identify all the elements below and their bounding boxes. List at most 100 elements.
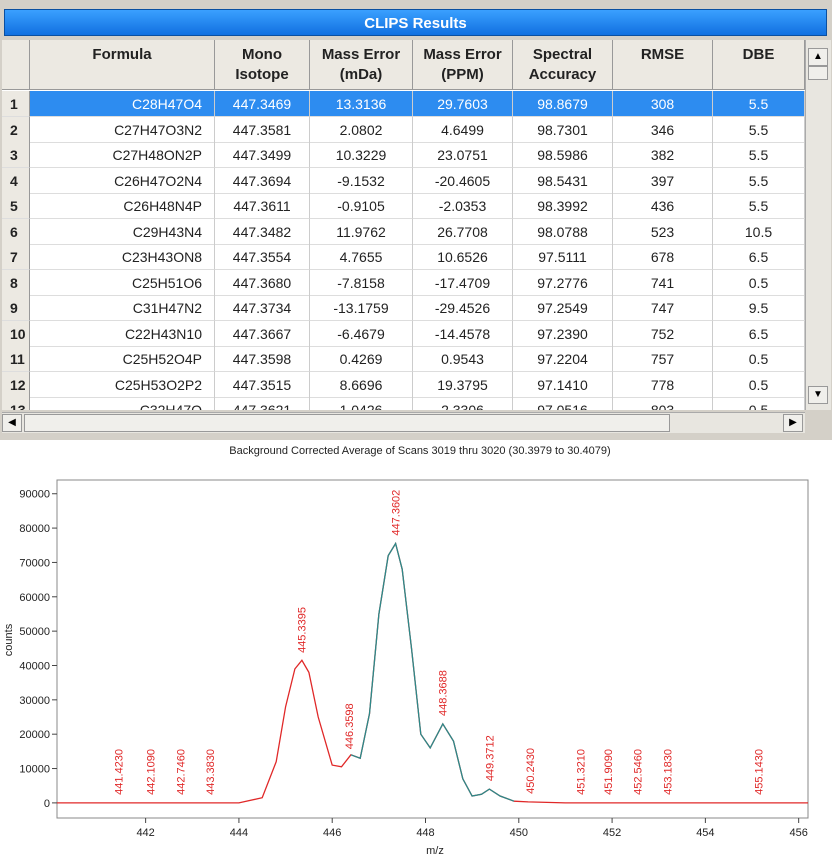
table-cell[interactable]: 6.5 (713, 244, 805, 270)
table-cell[interactable]: C32H47O (30, 397, 215, 410)
table-cell[interactable]: 447.3499 (215, 142, 310, 168)
table-cell[interactable]: 0.4269 (310, 346, 413, 372)
table-cell[interactable]: 13.3136 (310, 91, 413, 117)
table-cell[interactable]: 447.3469 (215, 91, 310, 117)
table-cell[interactable]: 447.3611 (215, 193, 310, 219)
table-cell[interactable]: C22H43N10 (30, 320, 215, 347)
table-cell[interactable]: 5.5 (713, 91, 805, 117)
table-cell[interactable]: 98.8679 (513, 91, 613, 117)
table-cell[interactable]: 23.0751 (413, 142, 513, 168)
table-cell[interactable]: 2.0802 (310, 116, 413, 143)
scroll-thumb-h[interactable] (24, 414, 670, 432)
table-cell[interactable]: 741 (613, 269, 713, 296)
row-number[interactable]: 7 (2, 244, 30, 270)
table-cell[interactable]: 98.5431 (513, 167, 613, 194)
row-number[interactable]: 2 (2, 116, 30, 143)
table-cell[interactable]: 678 (613, 244, 713, 270)
table-cell[interactable]: 757 (613, 346, 713, 372)
table-cell[interactable]: C26H48N4P (30, 193, 215, 219)
table-cell[interactable]: 2.3306 (413, 397, 513, 410)
table-cell[interactable]: 97.5111 (513, 244, 613, 270)
row-number[interactable]: 11 (2, 346, 30, 372)
table-cell[interactable]: -6.4679 (310, 320, 413, 347)
table-cell[interactable]: 98.0788 (513, 218, 613, 245)
scroll-down[interactable]: ▼ (808, 386, 828, 404)
table-cell[interactable]: 4.7655 (310, 244, 413, 270)
row-number[interactable]: 1 (2, 91, 30, 117)
row-number[interactable]: 3 (2, 142, 30, 168)
row-number[interactable]: 10 (2, 320, 30, 347)
table-cell[interactable]: C31H47N2 (30, 295, 215, 321)
table-cell[interactable]: 447.3482 (215, 218, 310, 245)
table-cell[interactable]: 0.5 (713, 371, 805, 398)
table-cell[interactable]: 436 (613, 193, 713, 219)
table-cell[interactable]: C25H52O4P (30, 346, 215, 372)
table-cell[interactable]: 97.2204 (513, 346, 613, 372)
table-cell[interactable]: 9.5 (713, 295, 805, 321)
table-cell[interactable]: 447.3734 (215, 295, 310, 321)
table-cell[interactable]: 19.3795 (413, 371, 513, 398)
table-cell[interactable]: 447.3554 (215, 244, 310, 270)
horizontal-scrollbar[interactable]: ◀ ▶ (2, 412, 805, 433)
table-cell[interactable]: C26H47O2N4 (30, 167, 215, 194)
table-cell[interactable]: 98.3992 (513, 193, 613, 219)
row-number[interactable]: 8 (2, 269, 30, 296)
table-cell[interactable]: 382 (613, 142, 713, 168)
table-cell[interactable]: 5.5 (713, 142, 805, 168)
row-number[interactable]: 6 (2, 218, 30, 245)
table-cell[interactable]: 97.2390 (513, 320, 613, 347)
table-cell[interactable]: 97.0516 (513, 397, 613, 410)
table-cell[interactable]: 5.5 (713, 116, 805, 143)
table-cell[interactable]: 447.3621 (215, 397, 310, 410)
table-cell[interactable]: 0.5 (713, 397, 805, 410)
table-cell[interactable]: 346 (613, 116, 713, 143)
row-number[interactable]: 4 (2, 167, 30, 194)
table-cell[interactable]: 97.1410 (513, 371, 613, 398)
table-cell[interactable]: -0.9105 (310, 193, 413, 219)
scroll-left[interactable]: ◀ (2, 414, 22, 432)
table-cell[interactable]: -7.8158 (310, 269, 413, 296)
table-cell[interactable]: C27H47O3N2 (30, 116, 215, 143)
table-cell[interactable]: 6.5 (713, 320, 805, 347)
table-cell[interactable]: 4.6499 (413, 116, 513, 143)
table-cell[interactable]: 447.3680 (215, 269, 310, 296)
table-cell[interactable]: 98.7301 (513, 116, 613, 143)
row-number[interactable]: 9 (2, 295, 30, 321)
table-cell[interactable]: C27H48ON2P (30, 142, 215, 168)
table-cell[interactable]: -17.4709 (413, 269, 513, 296)
table-cell[interactable]: 10.6526 (413, 244, 513, 270)
table-cell[interactable]: 447.3598 (215, 346, 310, 372)
table-cell[interactable]: 447.3515 (215, 371, 310, 398)
table-cell[interactable]: 447.3581 (215, 116, 310, 143)
table-cell[interactable]: 447.3667 (215, 320, 310, 347)
table-cell[interactable]: -29.4526 (413, 295, 513, 321)
table-cell[interactable]: 0.5 (713, 346, 805, 372)
table-cell[interactable]: 752 (613, 320, 713, 347)
table-cell[interactable]: 5.5 (713, 167, 805, 194)
table-cell[interactable]: 447.3694 (215, 167, 310, 194)
table-cell[interactable]: 5.5 (713, 193, 805, 219)
table-cell[interactable]: 778 (613, 371, 713, 398)
table-cell[interactable]: C25H51O6 (30, 269, 215, 296)
table-cell[interactable]: -20.4605 (413, 167, 513, 194)
row-number[interactable]: 12 (2, 371, 30, 398)
table-cell[interactable]: 308 (613, 91, 713, 117)
table-cell[interactable]: 1.0426 (310, 397, 413, 410)
table-cell[interactable]: 11.9762 (310, 218, 413, 245)
table-cell[interactable]: 26.7708 (413, 218, 513, 245)
table-cell[interactable]: 29.7603 (413, 91, 513, 117)
table-cell[interactable]: 8.6696 (310, 371, 413, 398)
vertical-scrollbar[interactable]: ▲ ▼ (805, 40, 831, 410)
table-cell[interactable]: 0.5 (713, 269, 805, 296)
table-cell[interactable]: -14.4578 (413, 320, 513, 347)
table-cell[interactable]: -13.1759 (310, 295, 413, 321)
table-cell[interactable]: 97.2776 (513, 269, 613, 296)
table-cell[interactable]: 523 (613, 218, 713, 245)
table-cell[interactable]: -2.0353 (413, 193, 513, 219)
table-cell[interactable]: 10.3229 (310, 142, 413, 168)
table-cell[interactable]: 10.5 (713, 218, 805, 245)
table-cell[interactable]: -9.1532 (310, 167, 413, 194)
table-cell[interactable]: 397 (613, 167, 713, 194)
table-cell[interactable]: 803 (613, 397, 713, 410)
table-cell[interactable]: 98.5986 (513, 142, 613, 168)
